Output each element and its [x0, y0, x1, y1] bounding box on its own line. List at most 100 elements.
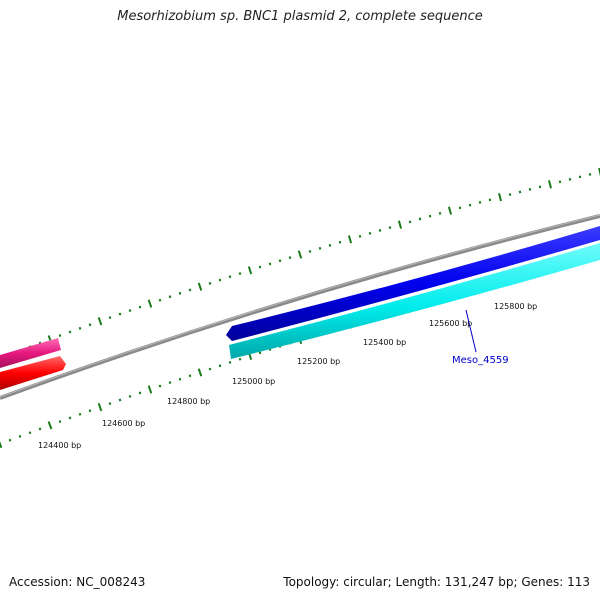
inner-tick-mark — [178, 377, 182, 381]
outer-tick-mark — [218, 278, 222, 282]
plasmid-backbone — [0, 214, 600, 400]
gene-red[interactable] — [0, 356, 66, 390]
inner-tick-mark — [0, 441, 3, 449]
outer-tick-mark — [518, 190, 522, 194]
scale-label: 124600 bp — [102, 419, 145, 428]
inner-tick-mark — [218, 364, 222, 368]
inner-tick-mark — [228, 360, 232, 364]
inner-tick-mark — [147, 385, 153, 394]
outer-tick-mark — [68, 330, 72, 334]
outer-tick-mark — [128, 309, 132, 313]
scale-label: 124800 bp — [167, 397, 210, 406]
outer-tick-mark — [108, 316, 112, 320]
outer-tick-mark — [278, 259, 282, 263]
gene-label-meso-4559[interactable]: Meso_4559 — [452, 355, 509, 366]
outer-tick-mark — [558, 180, 562, 184]
gene-blue[interactable] — [226, 226, 600, 341]
gene-pink[interactable] — [0, 338, 61, 368]
outer-tick-mark — [378, 229, 382, 232]
outer-tick-mark — [188, 288, 192, 292]
inner-tick-mark — [238, 357, 242, 361]
outer-tick-mark — [168, 295, 172, 299]
outer-tick-mark — [397, 220, 403, 229]
accession-text: Accession: NC_008243 — [9, 575, 146, 589]
inner-tick-mark — [108, 402, 112, 406]
scale-label: 124400 bp — [38, 441, 81, 450]
outer-tick-mark — [258, 265, 262, 269]
outer-tick-ring — [0, 167, 600, 363]
plasmid-backbone-highlight — [0, 214, 600, 398]
inner-tick-mark — [118, 398, 122, 402]
outer-tick-mark — [408, 220, 412, 224]
outer-tick-mark — [388, 226, 392, 229]
outer-tick-mark — [528, 187, 532, 191]
inner-tick-mark — [8, 438, 12, 442]
outer-tick-mark — [578, 175, 582, 179]
inner-tick-mark — [28, 431, 32, 435]
outer-tick-mark — [447, 206, 453, 215]
outer-tick-mark — [568, 177, 572, 181]
outer-tick-mark — [538, 185, 542, 189]
inner-tick-mark — [128, 394, 132, 398]
outer-tick-mark — [358, 234, 362, 238]
inner-tick-mark — [158, 384, 162, 388]
inner-tick-mark — [168, 381, 172, 385]
inner-tick-mark — [138, 391, 142, 395]
outer-tick-mark — [588, 172, 592, 176]
topology-summary: Topology: circular; Length: 131,247 bp; … — [283, 575, 590, 589]
inner-tick-mark — [38, 427, 42, 431]
outer-tick-mark — [308, 249, 312, 253]
outer-tick-mark — [368, 231, 372, 235]
outer-tick-mark — [288, 256, 292, 260]
scale-label: 125400 bp — [363, 338, 406, 347]
scale-label: 125800 bp — [494, 302, 537, 311]
gene-cyan-meso-4559[interactable] — [229, 243, 600, 359]
inner-tick-mark — [88, 409, 92, 413]
outer-tick-mark — [268, 262, 272, 266]
outer-tick-mark — [197, 282, 203, 291]
outer-tick-mark — [138, 305, 142, 309]
outer-tick-mark — [468, 203, 472, 207]
outer-tick-mark — [58, 334, 62, 338]
outer-tick-mark — [328, 243, 332, 247]
scale-label: 125600 bp — [429, 319, 472, 328]
outer-tick-mark — [548, 180, 552, 189]
outer-tick-mark — [158, 298, 162, 302]
outer-tick-mark — [118, 312, 122, 316]
outer-tick-mark — [498, 193, 502, 202]
outer-tick-mark — [228, 275, 232, 279]
inner-tick-mark — [58, 420, 62, 424]
inner-tick-mark — [197, 368, 203, 377]
inner-tick-mark — [78, 412, 82, 416]
inner-tick-mark — [47, 421, 53, 430]
outer-tick-mark — [297, 250, 303, 259]
outer-tick-mark — [78, 326, 82, 330]
outer-tick-mark — [208, 281, 212, 285]
outer-tick-mark — [478, 201, 482, 204]
inner-tick-mark — [18, 434, 22, 438]
outer-tick-mark — [178, 291, 182, 295]
outer-tick-mark — [247, 266, 253, 275]
outer-tick-mark — [488, 198, 492, 202]
inner-tick-mark — [68, 416, 72, 420]
outer-tick-mark — [598, 167, 600, 177]
inner-tick-mark — [188, 374, 192, 378]
outer-tick-mark — [428, 214, 432, 218]
inner-tick-mark — [208, 367, 212, 371]
outer-tick-mark — [458, 206, 462, 210]
inner-tick-mark — [258, 351, 262, 355]
outer-tick-mark — [338, 240, 342, 244]
outer-tick-mark — [438, 211, 442, 215]
outer-tick-mark — [508, 193, 512, 196]
outer-tick-mark — [318, 246, 322, 250]
gene-label-connector — [465, 309, 477, 353]
outer-tick-mark — [238, 272, 242, 276]
inner-tick-mark — [97, 402, 103, 412]
outer-tick-mark — [347, 235, 353, 244]
outer-tick-mark — [97, 317, 103, 326]
map-title: Mesorhizobium sp. BNC1 plasmid 2, comple… — [117, 9, 483, 24]
outer-tick-mark — [147, 299, 153, 308]
outer-tick-mark — [418, 217, 422, 221]
outer-tick-mark — [88, 323, 92, 327]
